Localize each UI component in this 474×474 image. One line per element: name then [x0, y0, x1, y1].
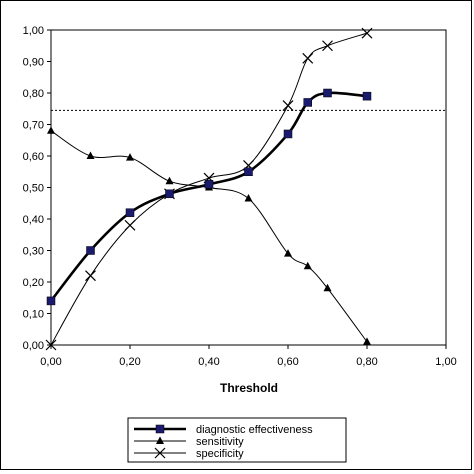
data-point-square	[244, 167, 253, 176]
y-tick-label: 0,70	[23, 120, 44, 132]
data-point-triangle	[284, 249, 292, 257]
y-tick-label: 0,30	[23, 246, 44, 258]
plot-area-border	[50, 29, 447, 346]
y-tick-label: 0,40	[23, 214, 44, 226]
x-tick-label: 0,60	[277, 356, 298, 368]
y-tick-label: 0,00	[23, 340, 44, 352]
series-line	[49, 91, 368, 302]
data-point-triangle	[303, 261, 312, 270]
x-tick-label: 0,80	[356, 356, 377, 368]
legend-item: specificity	[134, 447, 244, 460]
series-line	[50, 32, 368, 346]
y-tick-label: 0,10	[23, 309, 44, 321]
series-diagnostic-effectiveness	[46, 88, 372, 306]
legend-item: sensitivity	[134, 436, 244, 448]
data-point-square	[86, 246, 95, 255]
data-point-triangle	[323, 283, 332, 292]
y-tick-label: 0,80	[23, 88, 44, 100]
y-tick-label: 0,20	[23, 277, 44, 289]
data-point-x	[302, 52, 314, 64]
y-tick-label: 0,60	[23, 151, 44, 163]
x-axis-title: Threshold	[220, 381, 278, 395]
data-point-x	[361, 27, 373, 39]
data-point-square	[323, 88, 332, 98]
data-point-triangle	[156, 436, 164, 444]
legend-label: diagnostic effectiveness	[196, 424, 313, 436]
legend-label: sensitivity	[196, 436, 244, 448]
data-point-x	[124, 219, 136, 231]
data-point-square	[362, 91, 372, 101]
y-tick-label: 1,00	[23, 25, 44, 37]
x-tick-label: 0,40	[198, 356, 219, 368]
legend-label: specificity	[196, 448, 244, 460]
data-point-x	[85, 270, 96, 282]
data-point-x	[282, 100, 294, 112]
series-line	[50, 130, 368, 343]
y-tick-label: 0,90	[23, 57, 44, 69]
data-point-square	[46, 296, 56, 306]
x-tick-label: 0,00	[40, 356, 61, 368]
data-point-square	[125, 208, 135, 217]
data-point-triangle	[126, 153, 134, 161]
data-point-x	[322, 40, 333, 52]
x-tick-label: 0,20	[119, 356, 140, 368]
data-point-x	[45, 339, 57, 351]
series-sensitivity	[47, 126, 371, 345]
data-point-square	[303, 98, 312, 107]
data-point-square	[155, 424, 165, 434]
series-group	[45, 27, 373, 351]
data-point-triangle	[86, 151, 95, 159]
data-point-x	[154, 447, 166, 459]
data-point-square	[165, 189, 174, 199]
x-tick-label: 1,00	[435, 356, 456, 368]
legend: diagnostic effectivenesssensitivityspeci…	[127, 417, 347, 463]
axes: 0,00 0,10 0,20 0,30 0,40 0,50 0,60 0,70 0,80 0,90…	[23, 25, 457, 368]
y-tick-label: 0,50	[23, 183, 44, 195]
data-point-triangle	[363, 337, 371, 345]
data-point-triangle	[47, 126, 55, 134]
legend-box	[127, 417, 347, 463]
data-point-triangle	[165, 176, 174, 185]
data-point-square	[283, 129, 293, 139]
data-point-triangle	[244, 194, 253, 202]
data-point-square	[204, 180, 214, 189]
legend-item: diagnostic effectiveness	[134, 424, 313, 436]
